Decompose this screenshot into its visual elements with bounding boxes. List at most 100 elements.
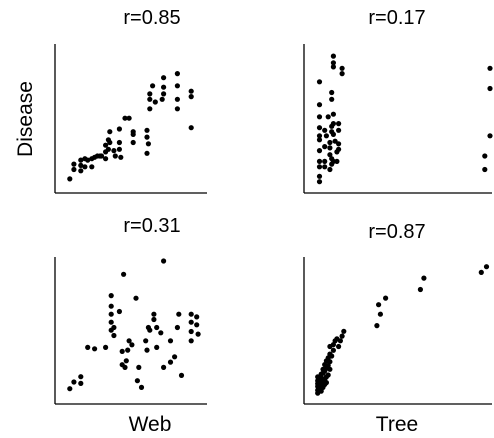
- data-point: [330, 347, 336, 353]
- data-point: [151, 316, 157, 323]
- data-point: [105, 146, 111, 152]
- data-point: [316, 173, 323, 179]
- data-point: [327, 152, 333, 158]
- data-point: [147, 96, 153, 102]
- data-point: [322, 144, 328, 150]
- data-point: [145, 141, 151, 147]
- data-point: [103, 344, 109, 350]
- data-point: [339, 71, 345, 77]
- data-point: [383, 295, 389, 301]
- data-point: [330, 111, 336, 117]
- data-point: [108, 293, 114, 299]
- data-point: [417, 286, 423, 293]
- data-point: [188, 319, 194, 325]
- data-point: [478, 269, 484, 275]
- panel-title: r=0.85: [123, 7, 180, 29]
- data-point: [316, 133, 323, 139]
- data-point: [71, 166, 77, 173]
- data-point: [116, 146, 122, 152]
- data-point: [78, 168, 84, 174]
- data-point: [174, 71, 180, 77]
- data-point: [92, 346, 98, 352]
- data-point: [316, 102, 323, 108]
- data-point: [329, 89, 335, 96]
- panel-title: r=0.87: [368, 221, 425, 243]
- data-point: [71, 161, 77, 167]
- data-point: [123, 358, 129, 364]
- data-point: [316, 79, 323, 85]
- data-point: [78, 157, 84, 163]
- data-point: [334, 158, 340, 164]
- data-point: [78, 162, 84, 168]
- panel-title: r=0.31: [123, 215, 180, 237]
- data-point: [188, 88, 194, 94]
- data-point: [178, 372, 185, 378]
- data-point: [316, 158, 323, 164]
- data-point: [103, 142, 109, 148]
- data-point: [143, 338, 149, 344]
- data-point: [376, 302, 382, 308]
- data-point: [161, 91, 167, 97]
- data-point: [138, 384, 145, 390]
- data-point: [194, 314, 200, 320]
- data-point: [133, 295, 139, 301]
- data-point: [129, 342, 135, 348]
- data-point: [188, 125, 194, 131]
- data-point: [327, 145, 333, 151]
- data-point: [67, 386, 73, 392]
- data-point: [482, 153, 488, 159]
- data-point: [188, 338, 194, 344]
- data-point: [322, 127, 328, 133]
- data-point: [482, 166, 488, 173]
- data-point: [330, 121, 336, 127]
- data-point: [107, 129, 113, 135]
- data-point: [336, 146, 342, 152]
- data-point: [421, 275, 427, 281]
- data-point: [130, 131, 136, 137]
- data-point: [121, 271, 127, 277]
- data-point: [130, 139, 136, 146]
- data-point: [167, 338, 174, 344]
- data-point: [327, 366, 333, 372]
- data-point: [336, 127, 342, 133]
- data-point: [339, 65, 345, 71]
- data-point: [316, 164, 323, 170]
- data-point: [111, 324, 117, 331]
- data-point: [112, 153, 118, 159]
- data-point: [188, 94, 194, 100]
- data-point: [323, 380, 329, 386]
- data-point: [161, 258, 167, 264]
- data-point: [316, 125, 323, 131]
- data-point: [82, 164, 88, 170]
- data-point: [158, 330, 164, 336]
- data-point: [136, 364, 142, 370]
- data-point: [118, 154, 124, 160]
- data-point: [330, 131, 336, 137]
- x-axis-label: Web: [129, 413, 172, 436]
- data-point: [341, 328, 347, 334]
- data-point: [167, 359, 174, 365]
- data-point: [322, 164, 328, 170]
- data-point: [89, 164, 95, 170]
- data-point: [316, 179, 323, 185]
- data-point: [144, 127, 150, 133]
- data-point: [126, 338, 132, 344]
- data-point: [161, 364, 167, 370]
- data-point: [108, 319, 114, 325]
- data-point: [116, 139, 122, 146]
- data-point: [78, 380, 84, 386]
- data-point: [174, 106, 180, 112]
- data-point: [176, 311, 182, 317]
- data-point: [339, 333, 345, 339]
- data-point: [377, 311, 383, 317]
- data-point: [487, 65, 493, 71]
- data-point: [316, 148, 323, 154]
- data-point: [327, 359, 333, 365]
- data-point: [374, 323, 380, 329]
- data-point: [330, 53, 336, 59]
- data-point: [172, 354, 178, 360]
- data-point: [108, 303, 114, 309]
- data-point: [144, 134, 150, 140]
- data-point: [336, 141, 342, 147]
